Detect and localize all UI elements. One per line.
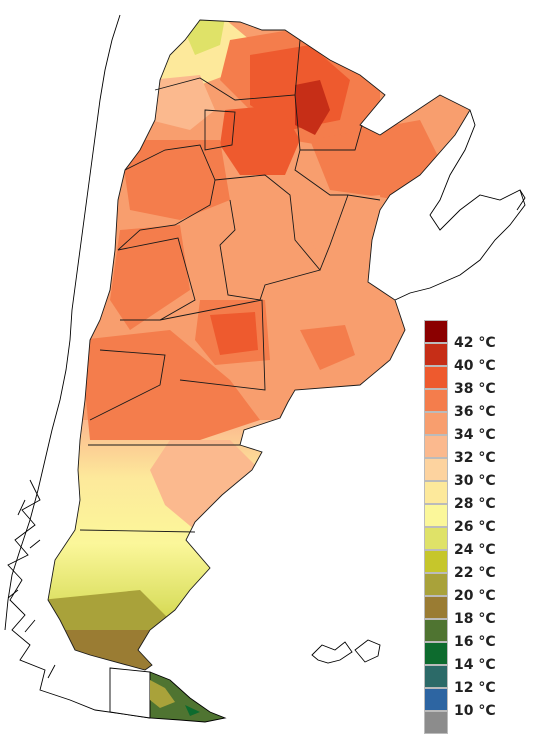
legend-swatch [424, 389, 448, 412]
legend-swatch [424, 343, 448, 366]
legend-label: 10 °C [454, 703, 496, 719]
legend-label: 14 °C [454, 657, 496, 673]
legend-swatch [424, 665, 448, 688]
legend-swatch [424, 458, 448, 481]
legend-item: 30 °C [424, 458, 534, 489]
legend-item: 38 °C [424, 366, 534, 397]
legend-item [424, 711, 534, 734]
legend-item: 16 °C [424, 619, 534, 650]
legend-label: 34 °C [454, 427, 496, 443]
legend-item: 26 °C [424, 504, 534, 535]
legend-swatch [424, 527, 448, 550]
legend-swatch [424, 573, 448, 596]
tierra-del-fuego [109, 667, 227, 723]
legend-swatch [424, 412, 448, 435]
legend-item: 14 °C [424, 642, 534, 673]
legend-swatch [424, 711, 448, 734]
legend-item: 20 °C [424, 573, 534, 604]
legend-label: 26 °C [454, 519, 496, 535]
legend-label: 22 °C [454, 565, 496, 581]
legend-item: 42 °C [424, 320, 534, 351]
legend-swatch [424, 596, 448, 619]
legend-item: 40 °C [424, 343, 534, 374]
legend-label: 20 °C [454, 588, 496, 604]
legend-label: 30 °C [454, 473, 496, 489]
legend-label: 38 °C [454, 381, 496, 397]
legend-item: 10 °C [424, 688, 534, 719]
legend-swatch [424, 642, 448, 665]
legend-swatch [424, 550, 448, 573]
malvinas-islands [311, 639, 381, 664]
legend-item: 32 °C [424, 435, 534, 466]
legend-swatch [424, 320, 448, 343]
chile-outline [4, 14, 151, 719]
legend-swatch [424, 481, 448, 504]
legend-label: 16 °C [454, 634, 496, 650]
legend-label: 40 °C [454, 358, 496, 374]
legend-item: 34 °C [424, 412, 534, 443]
legend-label: 12 °C [454, 680, 496, 696]
legend-label: 24 °C [454, 542, 496, 558]
legend-item: 22 °C [424, 550, 534, 581]
legend-item: 12 °C [424, 665, 534, 696]
uruguay-outline [394, 109, 526, 301]
legend-label: 42 °C [454, 335, 496, 351]
legend-label: 18 °C [454, 611, 496, 627]
legend-label: 32 °C [454, 450, 496, 466]
legend-item: 36 °C [424, 389, 534, 420]
province-boundaries [47, 19, 471, 671]
legend-item: 24 °C [424, 527, 534, 558]
legend-item: 18 °C [424, 596, 534, 627]
legend-swatch [424, 688, 448, 711]
legend-label: 28 °C [454, 496, 496, 512]
legend-item: 28 °C [424, 481, 534, 512]
legend-label: 36 °C [454, 404, 496, 420]
legend-swatch [424, 504, 448, 527]
legend-swatch [424, 435, 448, 458]
legend-swatch [424, 366, 448, 389]
legend-swatch [424, 619, 448, 642]
